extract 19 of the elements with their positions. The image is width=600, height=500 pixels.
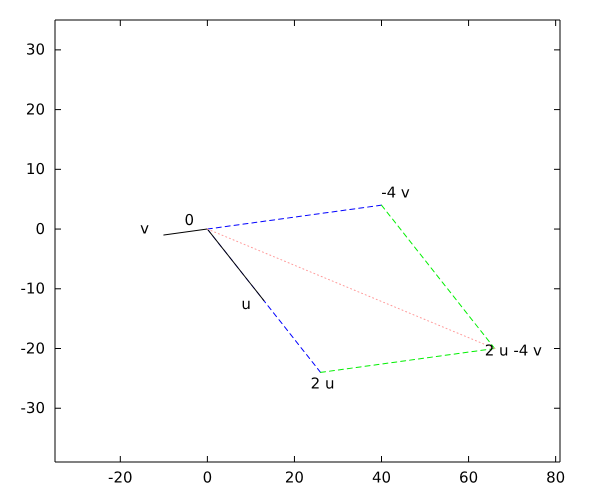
- y-tick-label: -30: [20, 399, 45, 418]
- y-tick-label: 10: [26, 160, 45, 178]
- annotation: v: [140, 219, 150, 238]
- y-tick-label: -20: [20, 339, 45, 358]
- x-tick-label: -20: [108, 468, 133, 487]
- y-tick-label: 0: [35, 220, 45, 238]
- annotation: 2 u: [310, 374, 334, 392]
- y-tick-label: 30: [26, 40, 45, 59]
- y-tick-label: -10: [20, 280, 45, 298]
- y-tick-label: 20: [26, 100, 45, 118]
- x-tick-label: 40: [372, 468, 392, 487]
- annotation: 0: [184, 211, 194, 230]
- annotation: 2 u -4 v: [484, 342, 542, 360]
- x-tick-label: 60: [459, 468, 478, 487]
- x-tick-label: 20: [284, 468, 304, 487]
- x-tick-label: 80: [546, 468, 566, 487]
- x-tick-label: 0: [202, 468, 212, 487]
- annotation: u: [241, 295, 251, 314]
- annotation: -4 v: [381, 183, 410, 202]
